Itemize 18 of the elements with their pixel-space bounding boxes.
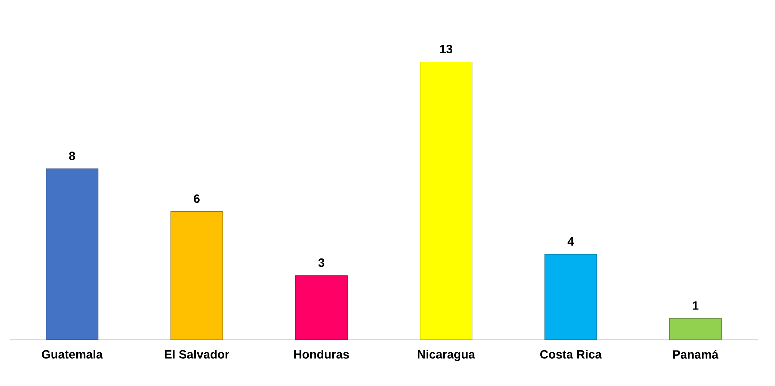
- bar: [669, 318, 722, 340]
- x-tick-label: Honduras: [294, 350, 350, 359]
- data-label: 13: [440, 44, 453, 54]
- bar: [420, 62, 473, 340]
- x-tick-label: El Salvador: [165, 350, 230, 359]
- data-label: 1: [693, 302, 699, 310]
- x-tick-label: Nicaragua: [418, 350, 476, 362]
- data-label: 8: [69, 152, 76, 160]
- bar: [544, 254, 598, 340]
- data-label: 6: [194, 194, 200, 204]
- data-label: 4: [568, 238, 574, 246]
- bar: [295, 276, 348, 340]
- bar: [46, 168, 99, 340]
- x-tick-label: Costa Rica: [540, 350, 602, 359]
- x-tick-label: Panamá: [673, 350, 719, 359]
- data-label: 3: [318, 258, 325, 268]
- bar: [170, 212, 224, 340]
- x-tick-label: Guatemala: [42, 350, 104, 359]
